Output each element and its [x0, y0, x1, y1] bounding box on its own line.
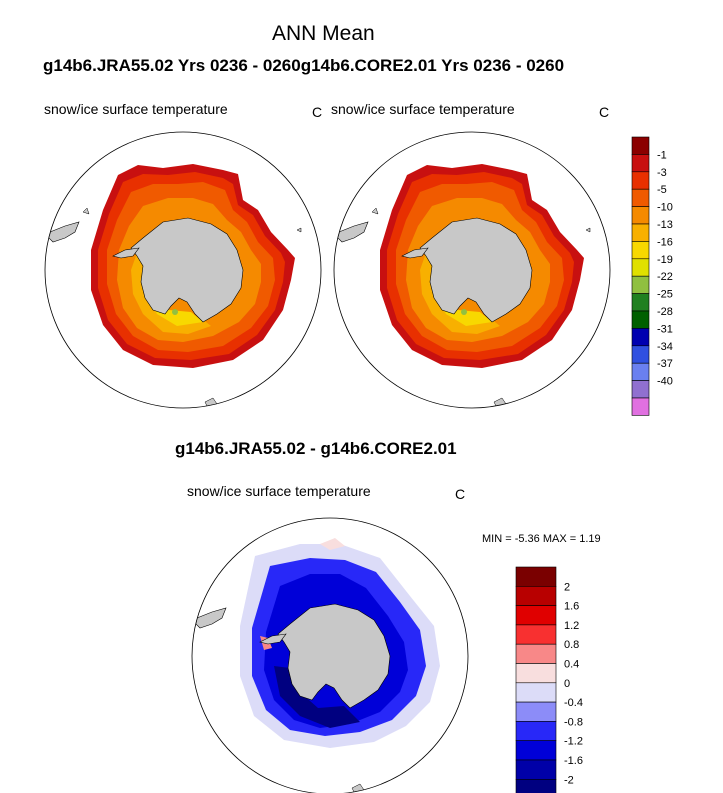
temperature-colorbar-swatch	[631, 310, 650, 329]
temperature-colorbar-swatch	[631, 171, 650, 190]
difference-colorbar-label: -1.2	[564, 736, 583, 748]
difference-colorbar-swatch	[515, 566, 557, 587]
map-difference	[191, 517, 469, 793]
temperature-colorbar-swatch	[631, 397, 650, 416]
difference-colorbar-label: -2	[564, 774, 574, 786]
difference-colorbar-swatch	[515, 663, 557, 684]
difference-colorbar-label: 0.8	[564, 639, 579, 651]
map-core2	[333, 131, 611, 409]
panel3-units-label: C	[455, 486, 466, 502]
temperature-colorbar-label: -16	[657, 236, 673, 248]
temperature-colorbar-label: -25	[657, 289, 673, 301]
temperature-colorbar-label: -19	[657, 254, 673, 266]
temperature-colorbar-swatch	[631, 275, 650, 294]
map-jra55	[44, 131, 322, 409]
panel2-variable-label: snow/ice surface temperature	[331, 101, 515, 117]
difference-colorbar-swatch	[515, 643, 557, 664]
temperature-colorbar: -1 -3 -5 -10 -13 -16 -19 -22 -25 -28 -31 -34 -37 -40	[631, 136, 673, 416]
difference-colorbar-swatch	[515, 701, 557, 722]
temperature-colorbar-swatch	[631, 258, 650, 277]
temperature-colorbar-label: -1	[657, 149, 667, 161]
temperature-colorbar-swatch	[631, 188, 650, 207]
temperature-colorbar-swatch	[631, 380, 650, 399]
difference-colorbar-label: 0	[564, 678, 570, 690]
difference-title: g14b6.JRA55.02 - g14b6.CORE2.01	[175, 439, 457, 458]
temperature-colorbar-swatch	[631, 241, 650, 260]
diff-min-max-readout: MIN = -5.36 MAX = 1.19	[482, 533, 601, 545]
temperature-colorbar-swatch	[631, 136, 650, 155]
temperature-colorbar-label: -37	[657, 358, 673, 370]
difference-colorbar-swatch	[515, 759, 557, 780]
difference-colorbar-swatch	[515, 605, 557, 626]
temperature-colorbar-label: -3	[657, 167, 667, 179]
difference-colorbar-swatch	[515, 682, 557, 703]
panel2-units-label: C	[599, 104, 610, 120]
temperature-colorbar-label: -13	[657, 219, 673, 231]
temperature-colorbar-swatch	[631, 328, 650, 347]
figure-title: ANN Mean	[272, 22, 375, 45]
difference-colorbar-swatch	[515, 721, 557, 742]
difference-colorbar-label: -1.6	[564, 755, 583, 767]
difference-colorbar-label: -0.4	[564, 697, 583, 709]
difference-colorbar-swatch	[515, 740, 557, 761]
temperature-colorbar-label: -28	[657, 306, 673, 318]
temperature-colorbar-label: -31	[657, 323, 673, 335]
temperature-colorbar-label: -10	[657, 202, 673, 214]
difference-colorbar-label: 1.2	[564, 620, 579, 632]
temperature-colorbar-swatch	[631, 345, 650, 364]
difference-colorbar-label: -0.8	[564, 716, 583, 728]
difference-colorbar: 2 1.6 1.2 0.8 0.4 0 -0.4 -0.8 -1.2 -1.6 -2	[515, 566, 583, 793]
difference-colorbar-swatch	[515, 585, 557, 606]
temperature-colorbar-swatch	[631, 223, 650, 242]
difference-colorbar-label: 2	[564, 581, 570, 593]
temperature-colorbar-swatch	[631, 293, 650, 312]
run-comparison-title: g14b6.JRA55.02 Yrs 0236 - 0260g14b6.CORE…	[43, 56, 565, 75]
panel1-units-label: C	[312, 104, 323, 120]
temperature-colorbar-label: -40	[657, 376, 673, 388]
difference-colorbar-label: 0.4	[564, 659, 579, 671]
difference-colorbar-swatch	[515, 624, 557, 645]
difference-colorbar-swatch	[515, 778, 557, 793]
temperature-colorbar-swatch	[631, 154, 650, 173]
temperature-colorbar-swatch	[631, 206, 650, 225]
panel1-variable-label: snow/ice surface temperature	[44, 101, 228, 117]
temperature-colorbar-label: -34	[657, 341, 673, 353]
difference-colorbar-label: 1.6	[564, 601, 579, 613]
panel3-variable-label: snow/ice surface temperature	[187, 483, 371, 499]
temperature-colorbar-label: -5	[657, 184, 667, 196]
temperature-colorbar-swatch	[631, 362, 650, 381]
temperature-colorbar-label: -22	[657, 271, 673, 283]
